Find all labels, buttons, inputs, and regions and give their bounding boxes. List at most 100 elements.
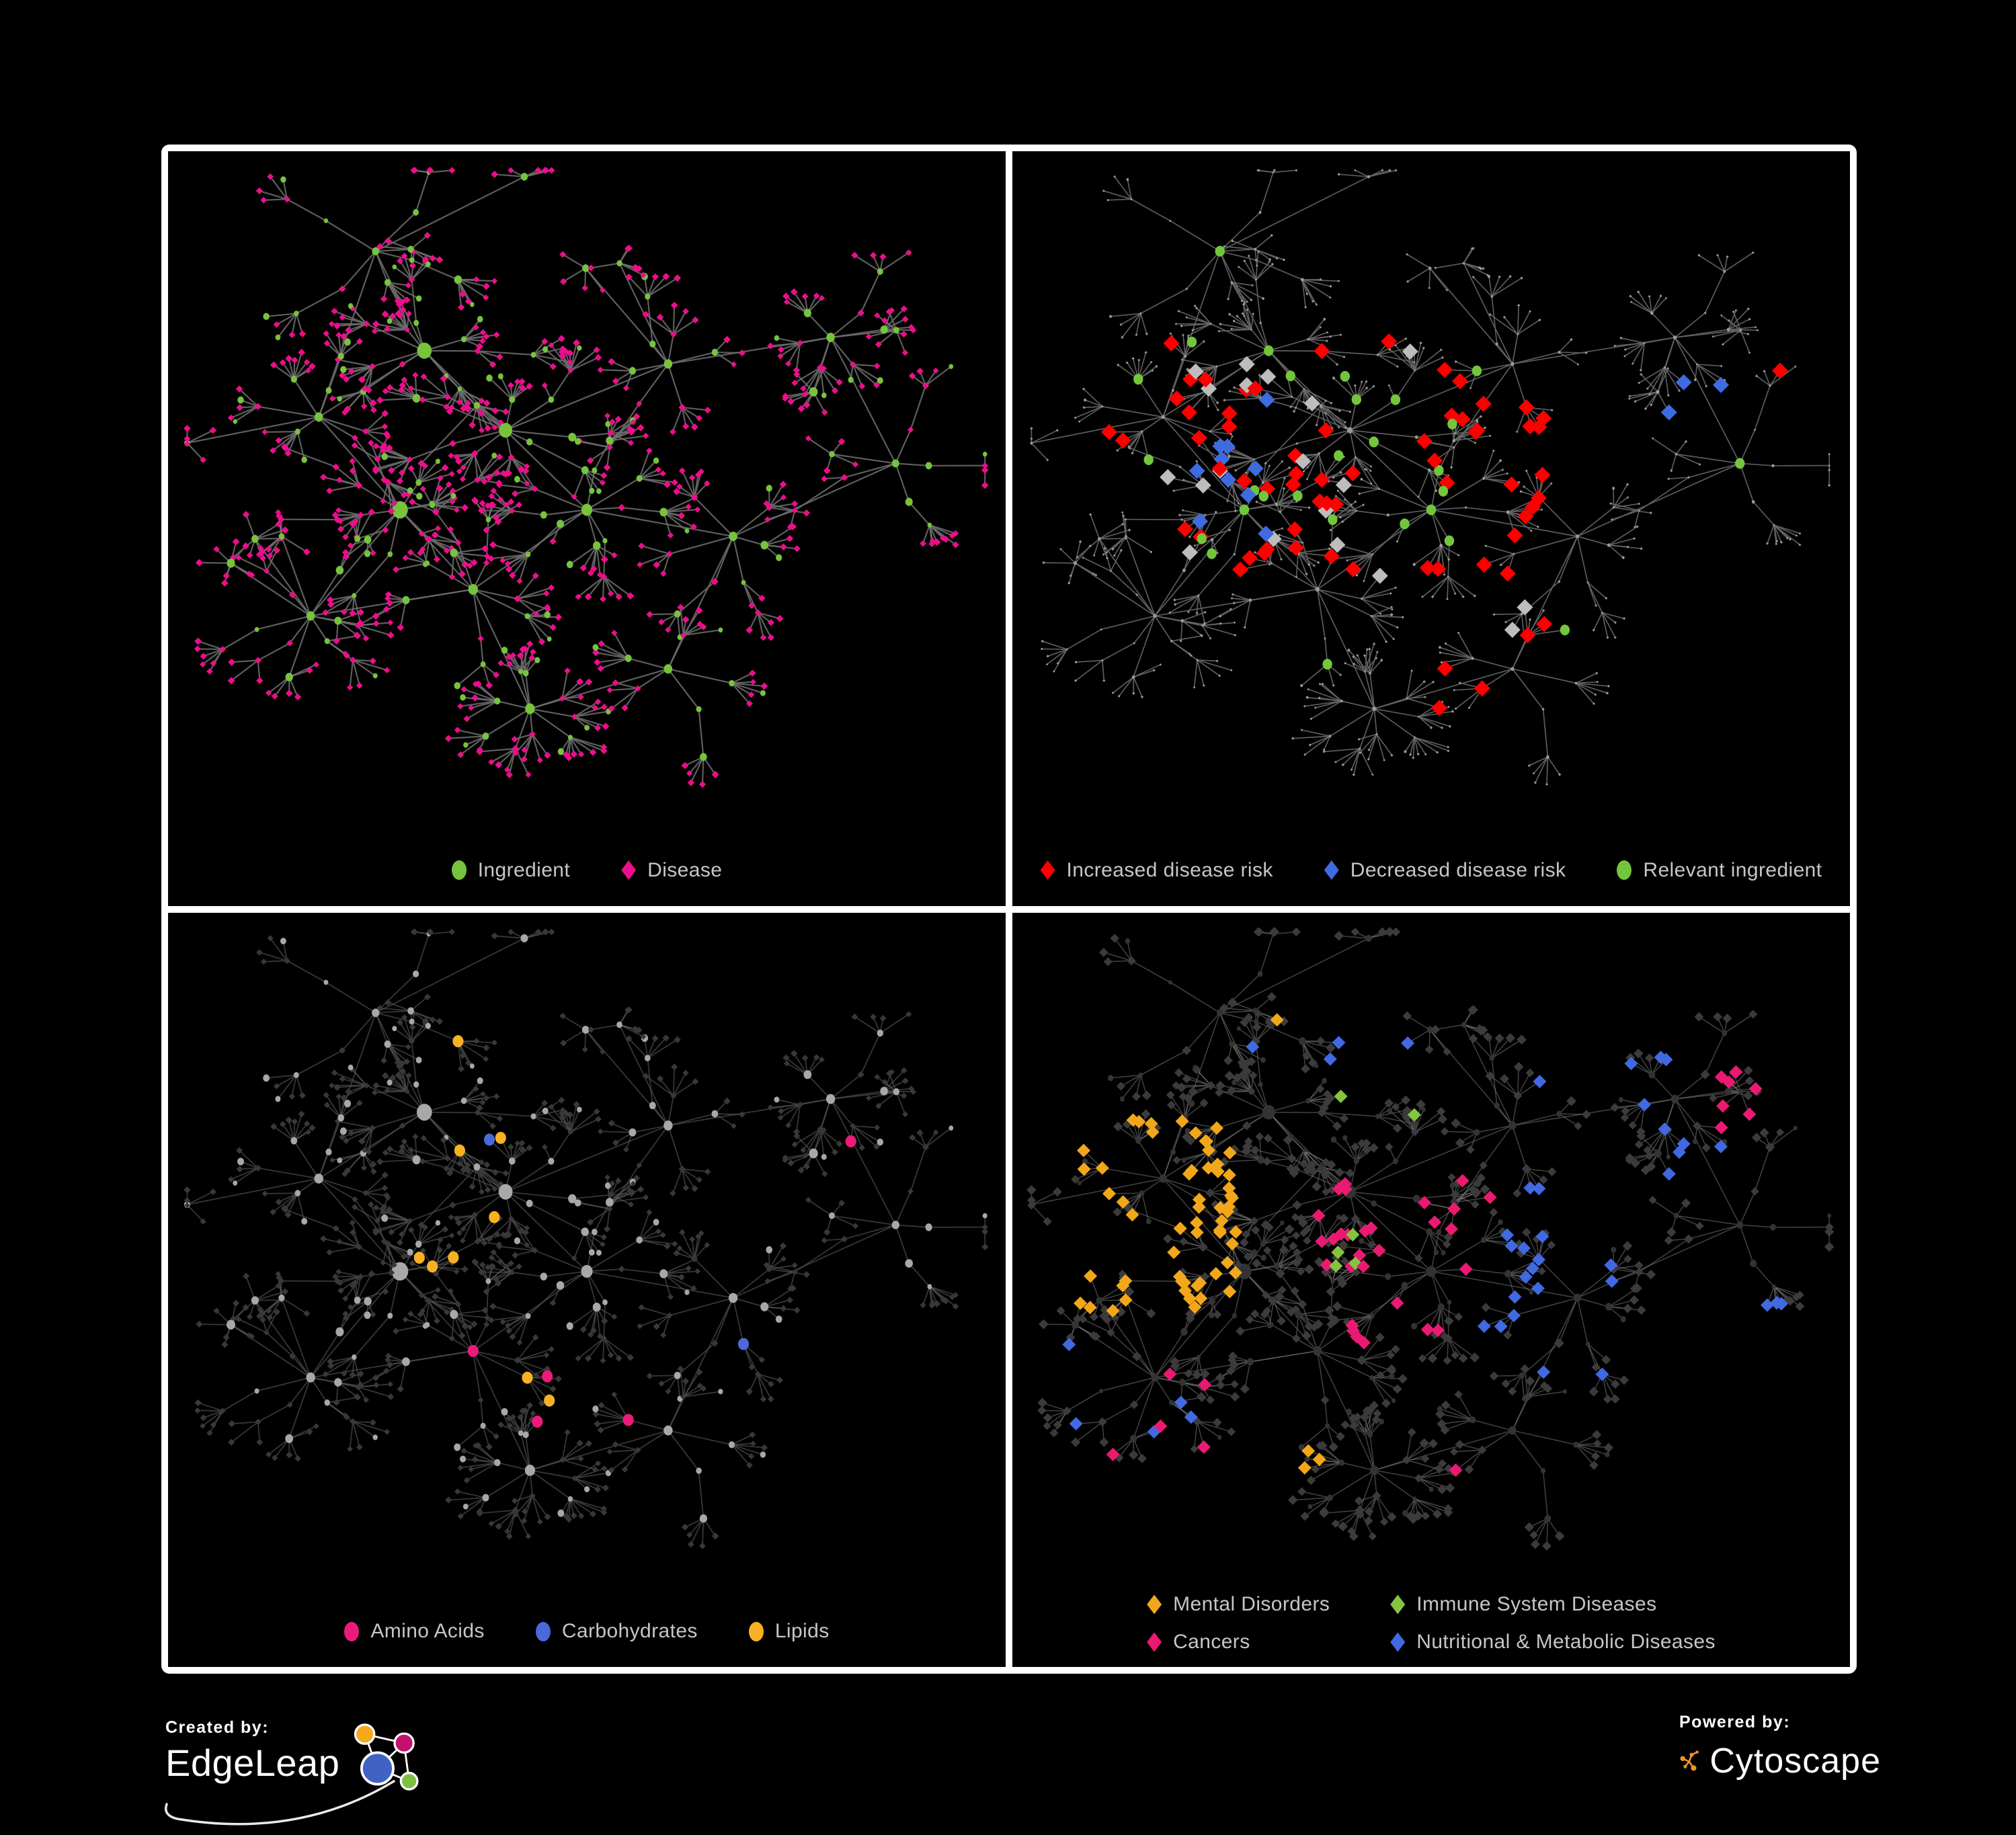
graph-edge [640, 554, 670, 565]
graph-node [1542, 708, 1544, 710]
graph-node [1775, 542, 1777, 545]
graph-node [340, 366, 346, 373]
graph-edge [1431, 471, 1439, 510]
graph-node [337, 1114, 344, 1121]
graph-edge [1205, 509, 1244, 515]
legend-label: Increased disease risk [1067, 859, 1273, 882]
graph-edge [518, 599, 548, 610]
graph-node [852, 461, 858, 467]
graph-node [1234, 553, 1236, 556]
graph-node [331, 1069, 337, 1075]
graph-edge [1613, 485, 1627, 507]
graph-node [678, 404, 686, 411]
graph-node [280, 176, 286, 182]
graph-edge [1609, 526, 1637, 545]
graph-edge [486, 708, 530, 736]
graph-node [260, 197, 267, 204]
graph-node [1522, 418, 1538, 434]
graph-node [1309, 744, 1311, 746]
graph-node [731, 1123, 737, 1129]
graph-node [336, 566, 344, 575]
graph-node [233, 538, 240, 545]
graph-edge [1374, 708, 1414, 737]
graph-edge [1155, 616, 1182, 620]
graph-node [1799, 532, 1802, 535]
graph-node [1391, 395, 1400, 405]
graph-node [407, 1218, 413, 1224]
graph-node [802, 293, 809, 300]
graph-node [639, 1304, 645, 1311]
graph-node [1628, 397, 1631, 400]
graph-edge [1609, 538, 1634, 545]
graph-node [646, 1209, 652, 1215]
graph-edge [1370, 652, 1377, 674]
graph-node [1283, 487, 1285, 490]
graph-node [409, 1024, 416, 1030]
graph-node [1128, 528, 1131, 531]
graph-node [1453, 439, 1456, 442]
graph-node [206, 668, 213, 675]
graph-node [399, 1231, 405, 1237]
graph-node [1417, 753, 1420, 756]
graph-node [417, 1104, 432, 1120]
graph-node [580, 1326, 587, 1332]
graph-node [792, 1141, 798, 1147]
graph-node [1041, 648, 1043, 651]
graph-node [540, 1272, 547, 1280]
graph-node [1320, 404, 1322, 407]
graph-node [344, 338, 351, 345]
graph-node [623, 1414, 634, 1426]
graph-node [397, 1385, 404, 1392]
graph-node [581, 503, 592, 516]
graph-edge [853, 1126, 877, 1128]
graph-node [1268, 563, 1271, 565]
graph-node [1273, 171, 1275, 173]
graph-node [1307, 338, 1309, 341]
graph-node [1755, 326, 1757, 329]
graph-node [480, 1091, 486, 1097]
graph-node [262, 429, 268, 435]
graph-node [413, 394, 421, 403]
graph-node [1194, 304, 1196, 307]
graph-node [1575, 682, 1578, 684]
graph-edge [319, 417, 355, 438]
graph-node [593, 1302, 601, 1311]
graph-node [344, 1100, 351, 1107]
graph-node [567, 1322, 573, 1330]
graph-node [593, 541, 600, 550]
graph-node [1426, 504, 1436, 515]
graph-node [638, 542, 645, 549]
graph-edge [575, 707, 604, 717]
graph-node [1694, 378, 1696, 381]
graph-edge [1228, 282, 1232, 298]
legend-diamond-marker [1324, 860, 1339, 880]
graph-edge [1318, 563, 1331, 589]
graph-node [1507, 527, 1523, 543]
graph-edge [267, 1332, 293, 1356]
graph-edge [1740, 463, 1753, 501]
graph-node [602, 538, 607, 543]
graph-node [902, 350, 908, 356]
graph-node [1451, 710, 1453, 713]
graph-node [1307, 506, 1310, 509]
graph-edge [625, 688, 638, 708]
graph-node [425, 1321, 430, 1327]
graph-edge [354, 554, 391, 596]
graph-node [768, 1395, 774, 1402]
graph-node [760, 635, 767, 641]
graph-node [415, 479, 421, 486]
graph-edge [668, 536, 733, 669]
graph-edge [282, 1297, 307, 1313]
graph-node [1381, 333, 1397, 350]
graph-edge [530, 1203, 586, 1231]
graph-node [550, 624, 557, 630]
graph-edge [258, 407, 319, 417]
graph-edge [895, 463, 909, 501]
graph-node [370, 1311, 376, 1317]
graph-node [461, 1447, 467, 1453]
graph-node [326, 487, 333, 494]
graph-node [1752, 500, 1755, 503]
graph-node [1154, 614, 1157, 618]
